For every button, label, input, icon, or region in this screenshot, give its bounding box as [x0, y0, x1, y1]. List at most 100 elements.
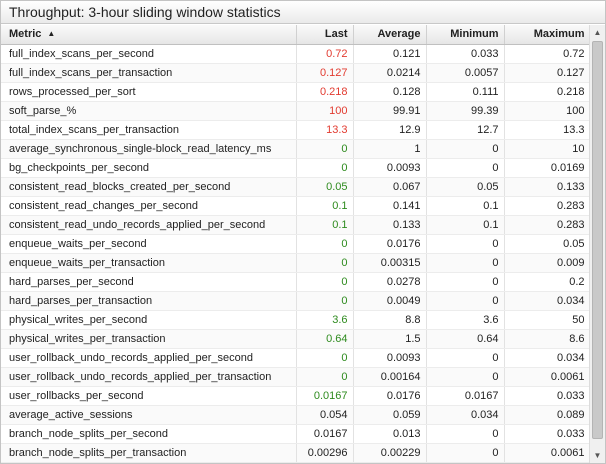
minimum-cell: 99.39 — [426, 101, 505, 121]
metric-cell: hard_parses_per_second — [1, 272, 297, 292]
table-row[interactable]: total_index_scans_per_transaction 13.3 12.… — [1, 120, 590, 140]
maximum-cell: 50 — [504, 310, 590, 330]
minimum-cell: 0.034 — [426, 405, 505, 425]
table-row[interactable]: physical_writes_per_transaction 0.64 1.5 0.… — [1, 329, 590, 349]
average-cell: 1 — [353, 139, 427, 159]
metric-cell: physical_writes_per_second — [1, 310, 297, 330]
metrics-table-container: Metric ▲ Last Average Minimum Maximum ful… — [1, 25, 590, 463]
scroll-down-arrow-icon[interactable]: ▼ — [593, 451, 602, 460]
minimum-cell: 0 — [426, 253, 505, 273]
scrollbar-thumb[interactable] — [592, 41, 603, 439]
table-row[interactable]: soft_parse_% 100 99.91 99.39 100 — [1, 101, 590, 121]
minimum-cell: 0 — [426, 234, 505, 254]
metric-cell: user_rollbacks_per_second — [1, 386, 297, 406]
average-cell: 0.0176 — [353, 234, 427, 254]
metric-cell: average_synchronous_single-block_read_la… — [1, 139, 297, 159]
maximum-cell: 10 — [504, 139, 590, 159]
average-cell: 0.059 — [353, 405, 427, 425]
metric-cell: bg_checkpoints_per_second — [1, 158, 297, 178]
last-cell: 0.218 — [296, 82, 354, 102]
maximum-cell: 8.6 — [504, 329, 590, 349]
table-row[interactable]: enqueue_waits_per_transaction 0 0.00315 0 0.… — [1, 253, 590, 273]
last-cell: 0 — [296, 158, 354, 178]
maximum-cell: 0.0061 — [504, 443, 590, 463]
table-row[interactable]: full_index_scans_per_second 0.72 0.121 0.03… — [1, 44, 590, 64]
column-header-minimum[interactable]: Minimum — [426, 25, 505, 45]
sort-ascending-icon: ▲ — [47, 29, 56, 39]
table-row[interactable]: branch_node_splits_per_transaction 0.0029… — [1, 443, 590, 463]
vertical-scrollbar[interactable]: ▲ ▼ — [589, 25, 605, 463]
maximum-cell: 0.033 — [504, 424, 590, 444]
table-row[interactable]: average_active_sessions 0.054 0.059 0.034 0.… — [1, 405, 590, 425]
average-cell: 0.00229 — [353, 443, 427, 463]
scroll-up-arrow-icon[interactable]: ▲ — [593, 28, 602, 37]
table-row[interactable]: user_rollback_undo_records_applied_per_s… — [1, 348, 590, 368]
column-header-metric[interactable]: Metric ▲ — [1, 25, 297, 45]
minimum-cell: 3.6 — [426, 310, 505, 330]
average-cell: 8.8 — [353, 310, 427, 330]
column-header-last-label: Last — [324, 28, 348, 41]
maximum-cell: 0.2 — [504, 272, 590, 292]
table-row[interactable]: rows_processed_per_sort 0.218 0.128 0.111 0.… — [1, 82, 590, 102]
last-cell: 0.054 — [296, 405, 354, 425]
table-row[interactable]: hard_parses_per_second 0 0.0278 0 0.2 — [1, 272, 590, 292]
column-header-maximum[interactable]: Maximum — [504, 25, 590, 45]
last-cell: 0.0167 — [296, 424, 354, 444]
table-row[interactable]: enqueue_waits_per_second 0 0.0176 0 0.05 — [1, 234, 590, 254]
table-row[interactable]: user_rollback_undo_records_applied_per_t… — [1, 367, 590, 387]
average-cell: 0.0278 — [353, 272, 427, 292]
table-row[interactable]: user_rollbacks_per_second 0.0167 0.0176 0.0… — [1, 386, 590, 406]
average-cell: 0.0093 — [353, 348, 427, 368]
table-row[interactable]: consistent_read_blocks_created_per_secon… — [1, 177, 590, 197]
column-header-minimum-label: Minimum — [450, 28, 499, 41]
table-row[interactable]: full_index_scans_per_transaction 0.127 0.0… — [1, 63, 590, 83]
table-row[interactable]: hard_parses_per_transaction 0 0.0049 0 0.034 — [1, 291, 590, 311]
table-row[interactable]: branch_node_splits_per_second 0.0167 0.013… — [1, 424, 590, 444]
last-cell: 0.00296 — [296, 443, 354, 463]
table-row[interactable]: average_synchronous_single-block_read_la… — [1, 139, 590, 159]
minimum-cell: 0 — [426, 348, 505, 368]
metric-cell: average_active_sessions — [1, 405, 297, 425]
panel-title: Throughput: 3-hour sliding window statis… — [1, 1, 605, 24]
average-cell: 0.00164 — [353, 367, 427, 387]
average-cell: 0.0214 — [353, 63, 427, 83]
metric-cell: physical_writes_per_transaction — [1, 329, 297, 349]
last-cell: 0.1 — [296, 196, 354, 216]
minimum-cell: 0 — [426, 139, 505, 159]
maximum-cell: 0.283 — [504, 196, 590, 216]
metric-cell: consistent_read_changes_per_second — [1, 196, 297, 216]
table-row[interactable]: consistent_read_undo_records_applied_per… — [1, 215, 590, 235]
last-cell: 0 — [296, 234, 354, 254]
minimum-cell: 12.7 — [426, 120, 505, 140]
metric-cell: hard_parses_per_transaction — [1, 291, 297, 311]
last-cell: 0 — [296, 253, 354, 273]
maximum-cell: 0.0061 — [504, 367, 590, 387]
maximum-cell: 0.089 — [504, 405, 590, 425]
metric-cell: full_index_scans_per_transaction — [1, 63, 297, 83]
table-row[interactable]: physical_writes_per_second 3.6 8.8 3.6 50 — [1, 310, 590, 330]
column-header-average-label: Average — [377, 28, 421, 41]
minimum-cell: 0.0057 — [426, 63, 505, 83]
maximum-cell: 0.034 — [504, 291, 590, 311]
last-cell: 100 — [296, 101, 354, 121]
table-row[interactable]: consistent_read_changes_per_second 0.1 0.1… — [1, 196, 590, 216]
last-cell: 0 — [296, 139, 354, 159]
minimum-cell: 0.05 — [426, 177, 505, 197]
last-cell: 0.64 — [296, 329, 354, 349]
minimum-cell: 0 — [426, 443, 505, 463]
average-cell: 0.0093 — [353, 158, 427, 178]
maximum-cell: 0.218 — [504, 82, 590, 102]
table-row[interactable]: bg_checkpoints_per_second 0 0.0093 0 0.0169 — [1, 158, 590, 178]
table-body: full_index_scans_per_second 0.72 0.121 0.03… — [1, 44, 590, 463]
last-cell: 0.05 — [296, 177, 354, 197]
last-cell: 0 — [296, 272, 354, 292]
metric-cell: enqueue_waits_per_second — [1, 234, 297, 254]
last-cell: 3.6 — [296, 310, 354, 330]
maximum-cell: 0.0169 — [504, 158, 590, 178]
metric-cell: branch_node_splits_per_second — [1, 424, 297, 444]
column-header-last[interactable]: Last — [296, 25, 354, 45]
average-cell: 99.91 — [353, 101, 427, 121]
column-header-average[interactable]: Average — [353, 25, 427, 45]
last-cell: 0.1 — [296, 215, 354, 235]
minimum-cell: 0.0167 — [426, 386, 505, 406]
